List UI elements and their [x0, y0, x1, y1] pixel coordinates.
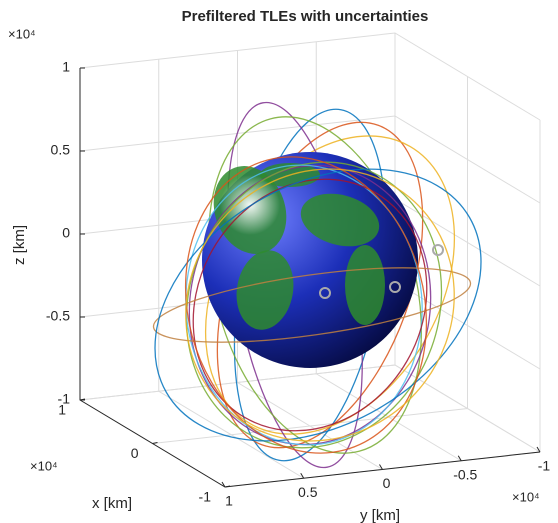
orbit: [192, 178, 428, 432]
y-tick-label: -0.5: [453, 466, 477, 482]
y-tick-label: -1: [538, 458, 551, 474]
scene: [152, 101, 482, 469]
y-tick-label: 1: [225, 493, 233, 509]
x-tick: [224, 485, 231, 488]
y-tick: [536, 446, 541, 453]
orbit: [185, 168, 455, 442]
orbit: [152, 267, 472, 343]
z-exponent: ×10⁴: [8, 26, 36, 41]
y-tick: [300, 472, 305, 479]
y-tick: [379, 464, 383, 470]
chart-title: Prefiltered TLEs with uncertainties: [182, 8, 429, 25]
z-tick-label: 0: [62, 225, 70, 241]
z-tick-label: 0.5: [51, 142, 71, 158]
land: [236, 250, 294, 330]
marker: [432, 244, 444, 256]
x-exponent: ×10⁴: [30, 458, 58, 473]
z-tick-label: -0.5: [46, 308, 70, 324]
x-tick: [79, 398, 86, 401]
land: [300, 193, 380, 247]
x-tick-label: -1: [199, 489, 212, 505]
orbit: [154, 168, 482, 442]
grid-line: [79, 364, 541, 453]
orbit: [185, 164, 423, 446]
x-axis-label: x [km]: [92, 495, 132, 512]
y-tick-label: 0: [383, 475, 391, 491]
x-tick: [152, 442, 158, 444]
z-tick-label: 1: [62, 59, 70, 75]
y-tick-label: 0.5: [298, 484, 318, 500]
x-tick-label: 0: [131, 445, 139, 461]
marker: [389, 281, 401, 293]
x-tick-label: 1: [58, 402, 66, 418]
orbit: [184, 156, 428, 454]
labels: Prefiltered TLEs with uncertainties z [k…: [8, 8, 550, 523]
z-axis-label: z [km]: [11, 225, 28, 265]
y-tick: [457, 455, 462, 462]
grid-line: [79, 68, 226, 488]
y-exponent: ×10⁴: [512, 489, 540, 504]
y-axis-label: y [km]: [360, 507, 400, 523]
z-tick-label: -1: [58, 391, 71, 407]
grid-line: [79, 33, 396, 401]
y-tick: [221, 481, 226, 488]
marker: [319, 287, 331, 299]
grid-line: [79, 32, 541, 121]
land: [345, 245, 385, 325]
